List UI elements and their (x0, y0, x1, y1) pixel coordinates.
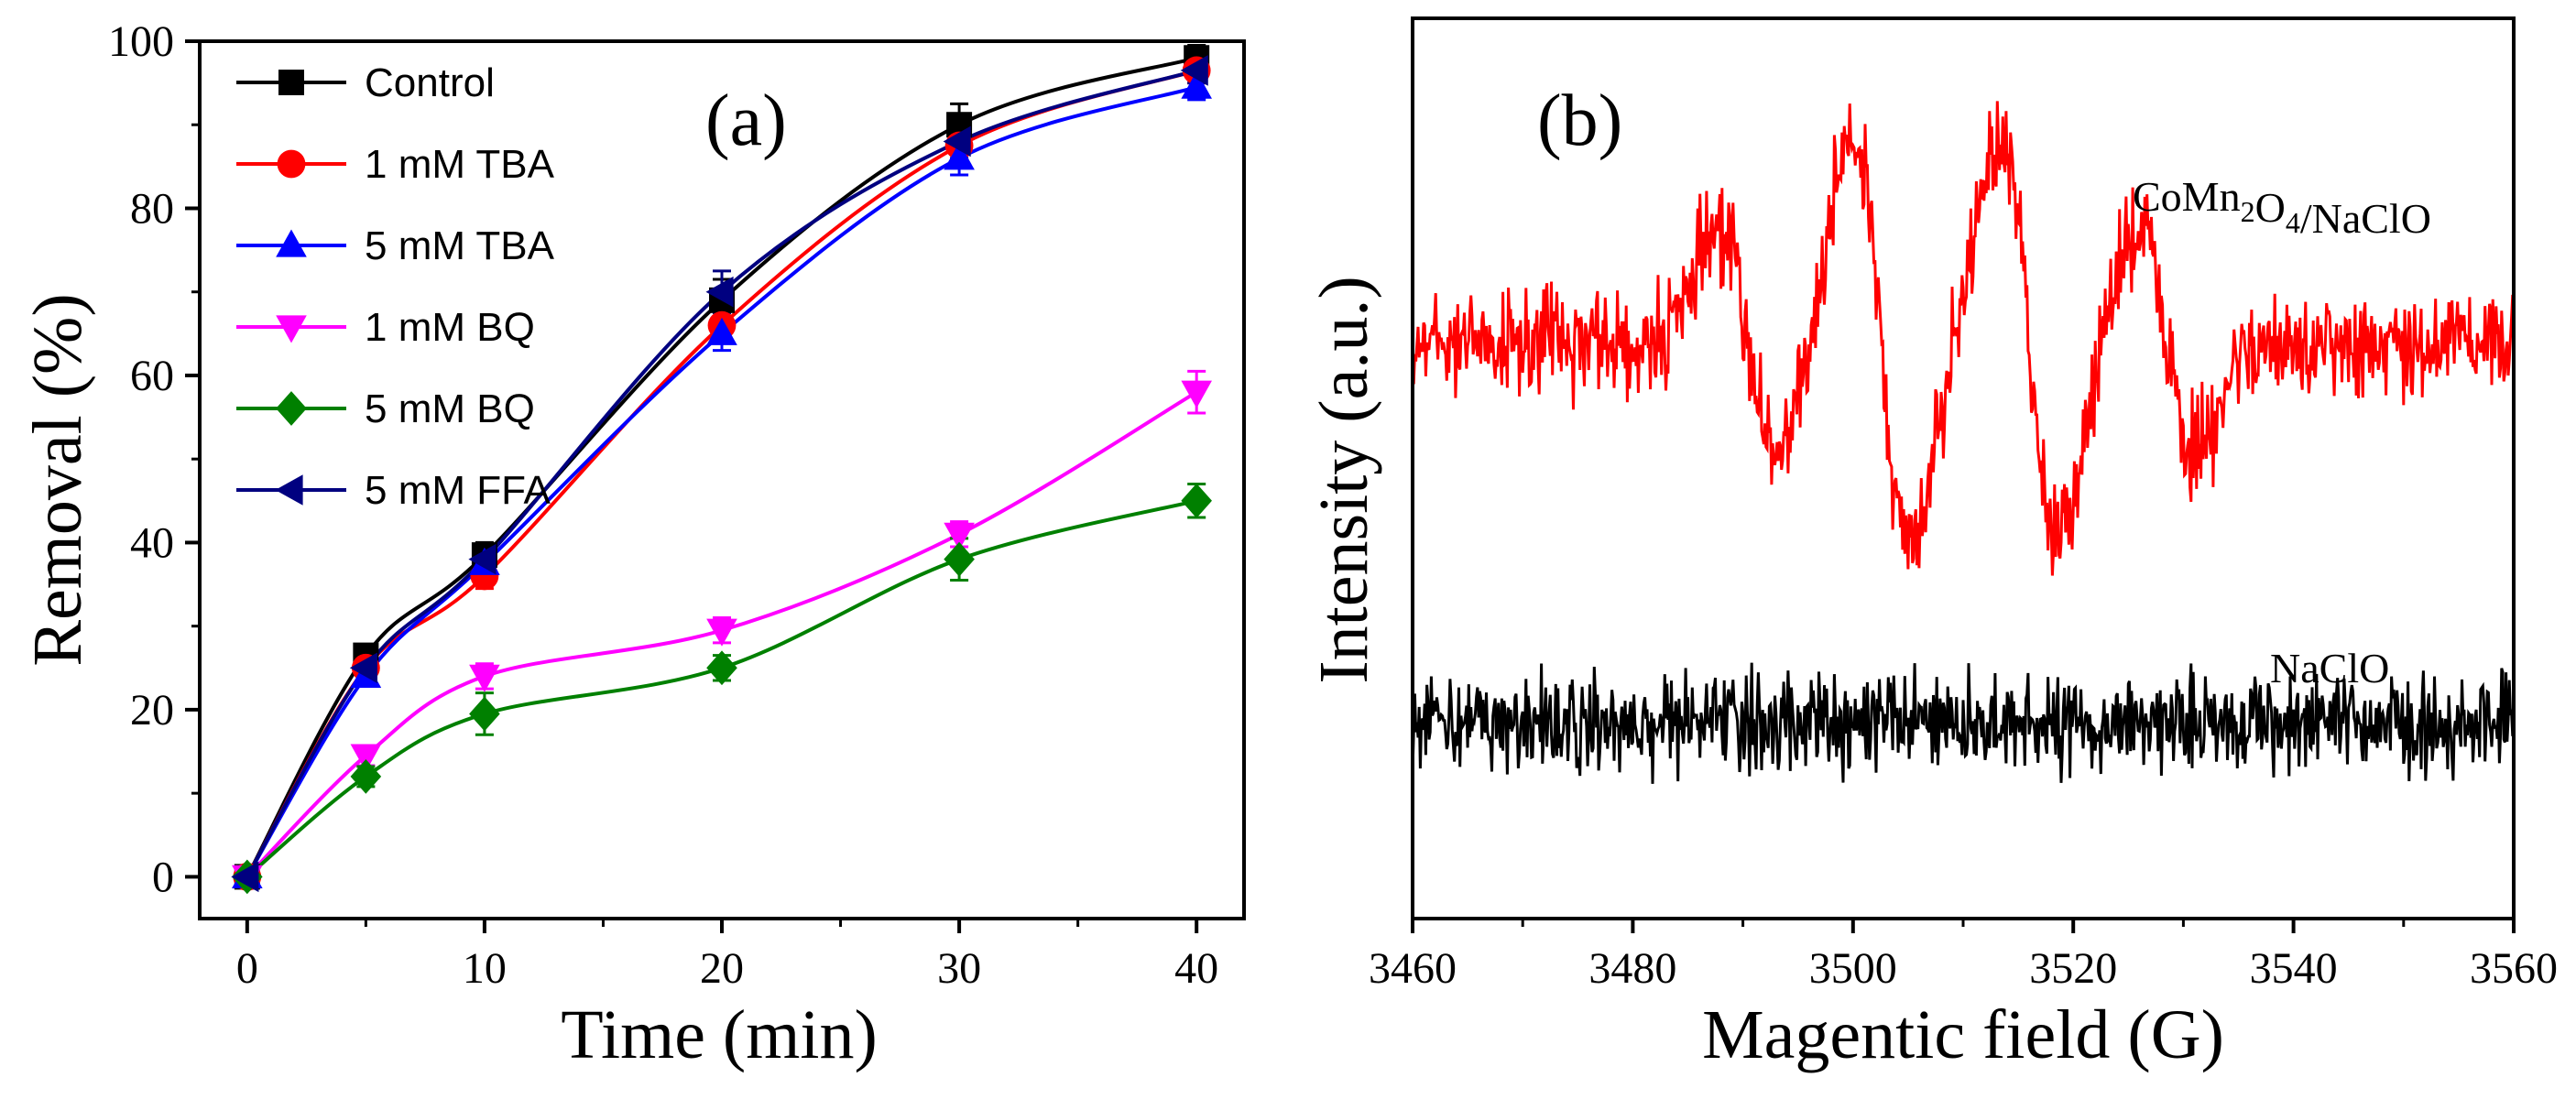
epr-trace-naclo (1411, 662, 2516, 784)
panel-a-y-tick-label: 0 (152, 853, 174, 901)
legend-entry-5-mm-tba: 5 mM TBA (236, 223, 555, 268)
panel-a-markers (231, 44, 1212, 895)
panel-b-x-tick-label: 3520 (2029, 944, 2117, 993)
point-5-mm-ffa (1180, 55, 1208, 86)
legend-label: 1 mM BQ (365, 305, 535, 350)
panel-b-epr-chart: 3460 3480 3500 3520 3540 3560 (b) CoMn2O4/NaC… (1305, 16, 2558, 1073)
curve-5-mm-bq (246, 498, 1197, 878)
panel-b-x-tick-label: 3540 (2250, 944, 2338, 993)
point-1-mm-bq (350, 744, 382, 772)
panel-a-x-tick-label: 0 (236, 944, 258, 993)
panel-a-y-tick-label: 100 (108, 17, 174, 66)
panel-b-ticks: 3460 3480 3500 3520 3540 3560 (1369, 919, 2558, 993)
point-1-mm-bq (706, 618, 737, 647)
point-1-mm-bq (469, 664, 500, 692)
panel-b-x-tick-label: 3560 (2470, 944, 2558, 993)
panel-b-x-tick-label: 3500 (1809, 944, 1897, 993)
legend-label: Control (365, 60, 495, 105)
point-5-mm-ffa (705, 276, 734, 308)
legend-marker (277, 149, 306, 179)
point-5-mm-ffa (349, 652, 377, 684)
curve-5-mm-tba (246, 85, 1197, 878)
point-5-mm-bq (469, 696, 500, 732)
panel-a-x-tick-label: 30 (937, 944, 981, 993)
point-5-mm-bq (350, 758, 382, 794)
legend-marker (276, 229, 307, 257)
point-1-mm-bq (944, 522, 975, 550)
legend-label: 1 mM TBA (365, 142, 555, 187)
point-5-mm-bq (1181, 483, 1212, 518)
point-5-mm-tba (1181, 71, 1212, 99)
panel-a-x-tick-label: 40 (1174, 944, 1218, 993)
legend-label: 5 mM TBA (365, 223, 555, 268)
panel-b-x-tick-label: 3460 (1369, 944, 1457, 993)
legend-label: 5 mM BQ (365, 386, 535, 431)
panel-b-x-axis-title: Magentic field (G) (1702, 996, 2224, 1073)
panel-a-y-axis-title: Removal (%) (19, 293, 96, 666)
legend-entry-5-mm-ffa: 5 mM FFA (236, 468, 551, 513)
point-5-mm-bq (944, 541, 975, 577)
panel-a-legend: Control 1 mM TBA 5 mM TBA 1 mM BQ 5 mM BQ 5 m… (236, 60, 555, 513)
curve-control (246, 56, 1197, 878)
panel-b-label: (b) (1537, 81, 1622, 161)
panel-a-removal-chart: 0 10 20 30 40 0 20 40 60 80 100 (a) Time (min) Rem… (19, 17, 1246, 1073)
legend-marker (275, 474, 303, 506)
panel-b-x-tick-label: 3480 (1588, 944, 1676, 993)
legend-entry-1-mm-bq: 1 mM BQ (236, 305, 535, 350)
legend-entry-5-mm-bq: 5 mM BQ (236, 386, 535, 431)
epr-trace-comn2o4-naclo (1411, 101, 2516, 576)
panel-a-x-tick-label: 20 (700, 944, 744, 993)
panel-a-y-tick-label: 40 (130, 518, 174, 567)
point-5-mm-ffa (468, 543, 497, 575)
point-5-mm-tba (944, 142, 975, 170)
panel-a-y-tick-label: 20 (130, 686, 174, 734)
point-5-mm-bq (706, 650, 737, 686)
annotation-naclo: NaClO (2270, 645, 2389, 691)
panel-a-label: (a) (705, 81, 787, 161)
panel-a-ticks: 0 10 20 30 40 0 20 40 60 80 100 (108, 17, 1218, 993)
legend-entry-control: Control (236, 60, 495, 105)
panel-b-y-axis-title: Intensity (a.u.) (1305, 276, 1382, 683)
panel-a-x-tick-label: 10 (463, 944, 507, 993)
legend-entry-1-mm-tba: 1 mM TBA (236, 142, 555, 187)
panel-a-x-axis-title: Time (min) (561, 996, 878, 1073)
legend-marker (276, 391, 307, 426)
panel-b-plot-frame (1411, 16, 2516, 920)
annotation-comn2o4-naclo: CoMn2O4/NaClO (2133, 173, 2431, 242)
panel-a-y-tick-label: 80 (130, 184, 174, 233)
point-5-mm-ffa (943, 125, 971, 158)
panel-a-plot-frame (198, 39, 1246, 920)
point-5-mm-tba (706, 317, 737, 345)
legend-marker (276, 315, 307, 343)
legend-marker (278, 70, 304, 95)
panel-a-y-tick-label: 60 (130, 352, 174, 400)
legend-label: 5 mM FFA (365, 468, 551, 513)
point-1-mm-bq (1181, 380, 1212, 408)
point-5-mm-ffa (231, 861, 259, 893)
curve-5-mm-ffa (246, 69, 1197, 878)
